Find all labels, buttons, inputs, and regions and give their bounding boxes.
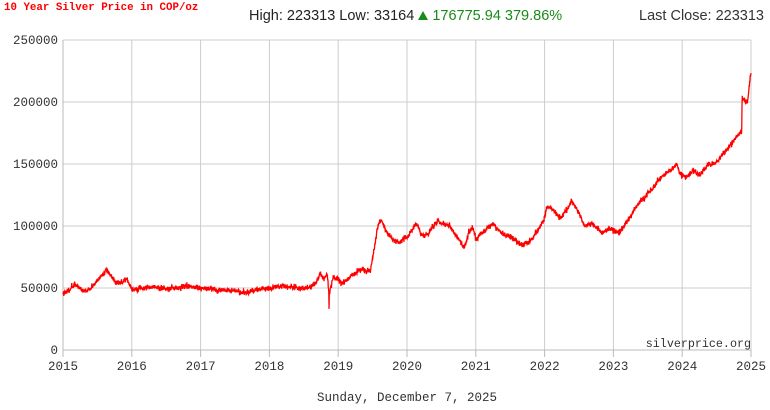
svg-text:2016: 2016 [117,360,147,374]
svg-text:2022: 2022 [530,360,560,374]
svg-text:2024: 2024 [667,360,697,374]
svg-text:2020: 2020 [392,360,422,374]
svg-text:150000: 150000 [13,158,58,172]
svg-text:2017: 2017 [186,360,216,374]
svg-text:2019: 2019 [323,360,353,374]
svg-text:2018: 2018 [254,360,284,374]
svg-text:50000: 50000 [20,282,58,296]
svg-text:2023: 2023 [598,360,628,374]
svg-text:2025: 2025 [736,360,766,374]
svg-text:0: 0 [50,344,58,358]
svg-text:2021: 2021 [461,360,491,374]
svg-text:100000: 100000 [13,220,58,234]
svg-text:250000: 250000 [13,34,58,48]
svg-text:silverprice.org: silverprice.org [646,337,751,351]
svg-text:2015: 2015 [48,360,78,374]
svg-text:200000: 200000 [13,96,58,110]
